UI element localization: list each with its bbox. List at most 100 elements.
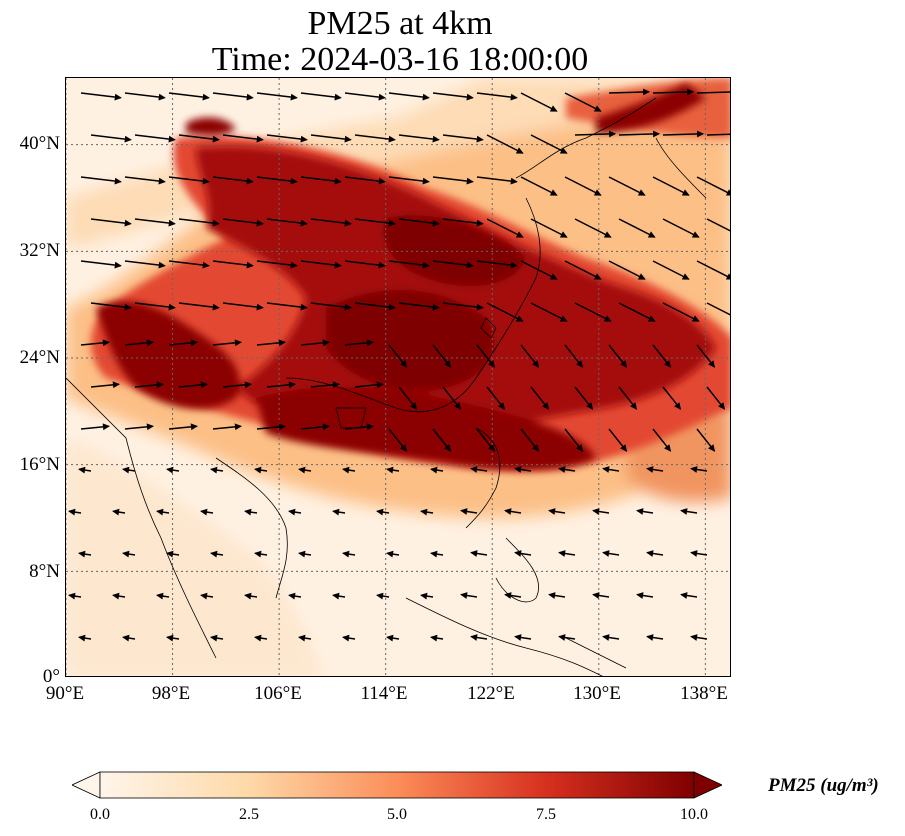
wind-arrow-head	[514, 466, 522, 473]
wind-arrow-head	[593, 105, 602, 112]
wind-arrow-head	[158, 177, 166, 185]
wind-arrow	[134, 218, 175, 225]
wind-arrow-head	[681, 189, 690, 196]
wind-arrow-head	[690, 634, 698, 641]
wind-arrow-head	[510, 93, 518, 101]
wind-arrow	[476, 92, 517, 99]
wind-arrow-head	[532, 360, 540, 368]
colorbar-max-arrow	[693, 771, 723, 799]
wind-arrow-head	[300, 135, 308, 143]
wind-arrow-head	[212, 303, 220, 311]
wind-arrow	[256, 260, 297, 267]
wind-arrow-head	[165, 466, 174, 474]
wind-arrow-head	[243, 508, 252, 516]
wind-arrow-head	[165, 550, 174, 558]
wind-arrow-head	[515, 147, 524, 154]
wind-arrow	[344, 176, 385, 183]
wind-arrow	[432, 92, 473, 99]
wind-arrow-head	[114, 177, 122, 185]
wind-arrow-head	[146, 339, 155, 347]
wind-arrow-head	[202, 93, 210, 101]
wind-arrow	[300, 260, 341, 267]
wind-arrow-head	[646, 550, 654, 557]
wind-arrow-head	[190, 423, 199, 431]
wind-arrow	[662, 302, 700, 322]
wind-arrow-head	[559, 231, 568, 238]
wind-arrow-head	[165, 634, 174, 642]
wind-arrow-head	[476, 219, 484, 227]
wind-arrow-head	[432, 219, 440, 227]
lon-label-98e: 98°E	[151, 683, 191, 704]
wind-arrow-head	[334, 261, 342, 269]
wind-arrow-head	[168, 135, 176, 143]
wind-arrow-head	[112, 381, 121, 389]
coastlines	[66, 97, 707, 676]
wind-arrow-head	[429, 466, 438, 474]
colorbar-tick-7-5: 7.5	[536, 806, 556, 823]
wind-arrow-head	[558, 550, 566, 557]
wind-arrow-head	[681, 273, 690, 280]
wind-arrow	[706, 133, 730, 136]
wind-arrow-head	[602, 550, 610, 557]
wind-arrow-head	[212, 219, 220, 227]
wind-arrow-head	[111, 592, 120, 600]
wind-arrow-head	[366, 423, 375, 431]
wind-arrow-head	[488, 444, 496, 452]
wind-arrow	[476, 176, 517, 183]
wind-arrow-head	[168, 303, 176, 311]
wind-arrow	[124, 176, 165, 183]
wind-arrow-head	[476, 135, 484, 143]
wind-arrow	[266, 134, 307, 141]
wind-arrow	[564, 92, 602, 112]
lat-label-8n: 8°N	[29, 561, 60, 582]
wind-arrow-head	[300, 219, 308, 227]
colorbar-min-arrow	[71, 771, 101, 799]
wind-arrow	[300, 92, 341, 99]
wind-arrow-head	[691, 231, 700, 238]
wind-arrow-head	[124, 135, 132, 143]
wind-arrow-head	[690, 466, 698, 473]
wind-arrow	[168, 92, 209, 99]
wind-arrow-head	[209, 634, 218, 642]
wind-arrow-head	[686, 88, 695, 96]
wind-arrow-head	[637, 273, 646, 280]
wind-arrow-head	[334, 177, 342, 185]
wind-arrow	[354, 218, 395, 225]
lat-label-40n: 40°N	[19, 133, 60, 154]
wind-arrow	[398, 302, 439, 309]
wind-arrow-head	[674, 402, 682, 410]
wind-arrow-head	[642, 88, 651, 96]
wind-vectors	[67, 88, 730, 642]
wind-arrow-head	[77, 466, 86, 474]
wind-arrow-head	[602, 466, 610, 473]
wind-arrow-head	[202, 177, 210, 185]
wind-arrow-head	[111, 508, 120, 516]
wind-arrow-head	[690, 550, 698, 557]
wind-arrow-head	[620, 360, 628, 368]
wind-arrow-head	[385, 550, 394, 558]
wind-arrow-head	[199, 508, 208, 516]
wind-arrow	[90, 134, 131, 141]
wind-arrow	[432, 176, 473, 183]
wind-arrow-head	[388, 303, 396, 311]
wind-arrow	[344, 92, 385, 99]
wind-arrow-head	[67, 592, 76, 600]
wind-arrow	[256, 92, 297, 99]
wind-arrow-head	[432, 135, 440, 143]
wind-arrow-head	[375, 508, 384, 516]
wind-arrow-head	[234, 339, 243, 347]
colorbar-tick-2-5: 2.5	[239, 806, 259, 823]
wind-arrow-head	[460, 508, 468, 515]
wind-arrow-head	[514, 550, 522, 557]
wind-arrow-head	[297, 634, 306, 642]
wind-arrow-head	[378, 261, 386, 269]
wind-arrow	[124, 260, 165, 267]
wind-arrow	[696, 260, 730, 279]
wind-arrow-head	[341, 634, 350, 642]
wind-arrow	[354, 134, 395, 141]
wind-arrow-head	[124, 303, 132, 311]
wind-arrow	[398, 218, 439, 225]
wind-arrow-head	[256, 303, 264, 311]
wind-arrow-head	[344, 219, 352, 227]
wind-arrow-head	[102, 339, 111, 347]
